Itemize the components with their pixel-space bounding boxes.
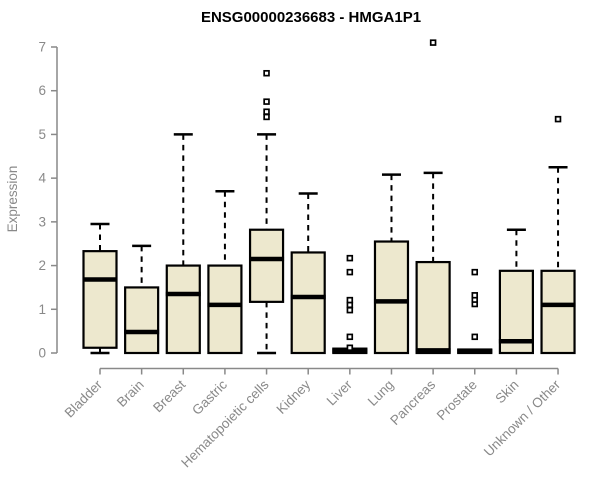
box-pancreas (415, 260, 451, 355)
box-hematopoietic-cells (248, 228, 285, 303)
x-tick-label-pancreas: Pancreas (387, 377, 438, 428)
outlier-point-liver (346, 344, 354, 352)
y-tick-label-1: 1 (38, 302, 46, 317)
x-tick-label-bladder: Bladder (62, 377, 106, 421)
box-unknown-other (540, 269, 576, 355)
box-gastric (207, 264, 243, 355)
y-tick-label-3: 3 (38, 214, 46, 229)
outlier-point-hematopoietic-cells (263, 108, 270, 115)
boxes-layer (82, 39, 576, 355)
x-tick-label-breast: Breast (150, 377, 188, 415)
chart-title: ENSG00000236683 - HMGA1P1 (201, 9, 421, 26)
outlier-point-pancreas (429, 39, 437, 46)
outlier-point-hematopoietic-cells (263, 69, 270, 77)
box-bladder (82, 250, 118, 349)
x-tick-label-kidney: Kidney (274, 377, 314, 417)
outlier-point-liver (346, 333, 354, 341)
outlier-point-hematopoietic-cells (263, 98, 270, 105)
x-tick-label-skin: Skin (492, 377, 521, 406)
y-tick-label-6: 6 (38, 83, 46, 98)
x-tick-label-brain: Brain (114, 377, 147, 410)
x-tick-label-prostate: Prostate (434, 377, 480, 423)
outlier-point-liver (346, 296, 354, 304)
outlier-point-unknown-other (554, 115, 562, 123)
y-axis-label: Expression (5, 166, 20, 233)
x-tick-label-unknown-other: Unknown / Other (481, 377, 564, 460)
outlier-point-hematopoietic-cells (263, 113, 270, 121)
x-tick-label-gastric: Gastric (189, 377, 230, 418)
x-tick-label-liver: Liver (324, 377, 356, 409)
y-tick-label-4: 4 (38, 171, 46, 186)
outlier-point-prostate (471, 333, 479, 341)
y-tick-label-7: 7 (38, 40, 46, 55)
outlier-point-prostate (471, 292, 479, 299)
box-kidney (290, 251, 326, 355)
outlier-point-liver (346, 254, 354, 262)
box-lung (373, 240, 410, 355)
x-tick-label-lung: Lung (365, 377, 397, 409)
outlier-point-liver (346, 268, 354, 276)
y-tick-label-0: 0 (38, 346, 46, 361)
box-brain (124, 286, 160, 355)
outlier-point-prostate (471, 268, 479, 276)
box-breast (165, 264, 201, 355)
outlier-point-liver (346, 306, 354, 314)
y-tick-label-5: 5 (38, 127, 46, 142)
y-tick-label-2: 2 (38, 258, 46, 273)
